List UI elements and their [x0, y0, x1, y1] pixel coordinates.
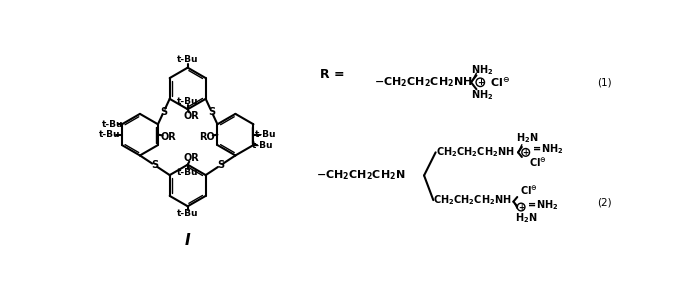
Text: $\mathbf{CH_2CH_2CH_2NH}$: $\mathbf{CH_2CH_2CH_2NH}$ — [435, 145, 514, 159]
Text: (1): (1) — [598, 77, 612, 87]
Text: S: S — [160, 107, 167, 117]
Text: S: S — [217, 160, 224, 170]
Text: $\mathbf{CH_2CH_2CH_2NH}$: $\mathbf{CH_2CH_2CH_2NH}$ — [433, 193, 512, 207]
Text: $\mathbf{Cl^{\ominus}}$: $\mathbf{Cl^{\ominus}}$ — [528, 156, 547, 170]
Text: $\mathbf{=\!NH_2}$: $\mathbf{=\!NH_2}$ — [531, 142, 564, 156]
Text: t-Bu: t-Bu — [177, 97, 199, 106]
Text: OR: OR — [161, 132, 177, 142]
Text: $\mathbf{H_2N}$: $\mathbf{H_2N}$ — [515, 211, 538, 225]
Text: +: + — [477, 78, 484, 87]
Text: $\mathbf{H_2N}$: $\mathbf{H_2N}$ — [517, 132, 539, 145]
Text: $\mathbf{NH_2}$: $\mathbf{NH_2}$ — [470, 88, 493, 102]
Text: t-Bu: t-Bu — [177, 168, 199, 177]
Text: S: S — [208, 107, 215, 117]
Text: $\mathbf{-CH_2CH_2CH_2NH}$: $\mathbf{-CH_2CH_2CH_2NH}$ — [374, 75, 473, 89]
Text: OR: OR — [184, 111, 199, 121]
Text: OR: OR — [184, 153, 199, 163]
Text: $\mathbf{-CH_2CH_2CH_2N}$: $\mathbf{-CH_2CH_2CH_2N}$ — [316, 168, 406, 182]
Text: (2): (2) — [598, 197, 612, 207]
Text: +: + — [523, 148, 529, 157]
Text: t-Bu: t-Bu — [177, 209, 199, 219]
Text: t-Bu: t-Bu — [99, 130, 120, 139]
Text: I: I — [185, 233, 191, 249]
Text: $\mathbf{=\!NH_2}$: $\mathbf{=\!NH_2}$ — [526, 198, 559, 212]
Text: +: + — [518, 202, 524, 212]
Text: R =: R = — [320, 68, 345, 81]
Text: RO: RO — [199, 132, 215, 142]
Text: $\mathbf{Cl^{\ominus}}$: $\mathbf{Cl^{\ominus}}$ — [519, 184, 538, 198]
Text: S: S — [151, 160, 159, 170]
Text: t-Bu: t-Bu — [102, 120, 124, 129]
Text: t-Bu: t-Bu — [255, 130, 277, 139]
Text: $\mathbf{NH_2}$: $\mathbf{NH_2}$ — [470, 63, 493, 77]
Text: t-Bu: t-Bu — [252, 141, 273, 149]
Text: $\mathbf{Cl^{\ominus}}$: $\mathbf{Cl^{\ominus}}$ — [489, 75, 510, 89]
Text: t-Bu: t-Bu — [177, 56, 199, 65]
